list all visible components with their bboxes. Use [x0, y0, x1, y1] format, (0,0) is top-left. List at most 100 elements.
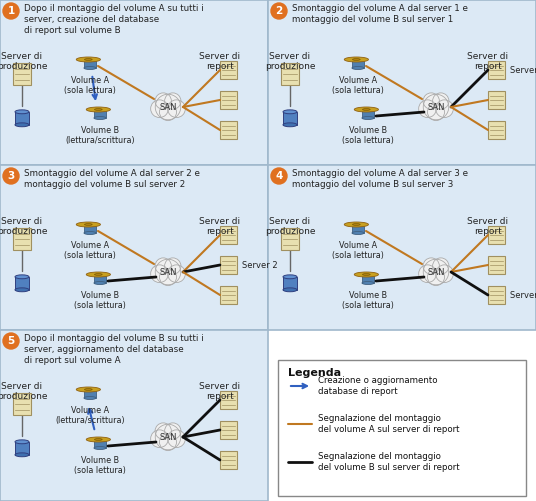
- Text: Server 1: Server 1: [510, 66, 536, 75]
- FancyBboxPatch shape: [94, 110, 106, 118]
- Ellipse shape: [94, 109, 102, 110]
- Text: Segnalazione del montaggio
del volume A sul server di report: Segnalazione del montaggio del volume A …: [318, 414, 459, 434]
- FancyBboxPatch shape: [220, 421, 236, 439]
- Circle shape: [165, 93, 181, 109]
- FancyBboxPatch shape: [488, 256, 504, 274]
- Text: Volume B
(sola lettura): Volume B (sola lettura): [342, 291, 394, 311]
- Ellipse shape: [352, 59, 364, 62]
- Ellipse shape: [362, 109, 374, 112]
- Circle shape: [436, 265, 453, 283]
- Ellipse shape: [86, 107, 110, 112]
- Ellipse shape: [352, 223, 364, 226]
- Ellipse shape: [85, 223, 92, 225]
- Text: Volume A
(sola lettura): Volume A (sola lettura): [64, 241, 116, 261]
- Ellipse shape: [15, 453, 29, 457]
- FancyBboxPatch shape: [352, 60, 364, 68]
- Ellipse shape: [362, 117, 374, 120]
- FancyBboxPatch shape: [220, 391, 236, 409]
- Ellipse shape: [283, 288, 297, 292]
- Circle shape: [160, 433, 176, 450]
- Text: Server di
produzione: Server di produzione: [0, 382, 47, 401]
- Circle shape: [271, 3, 287, 19]
- FancyBboxPatch shape: [13, 228, 31, 250]
- Circle shape: [433, 93, 449, 109]
- Ellipse shape: [76, 387, 100, 392]
- Circle shape: [165, 423, 181, 439]
- Ellipse shape: [76, 57, 100, 62]
- Circle shape: [423, 94, 449, 120]
- Text: Server di
report: Server di report: [467, 217, 509, 236]
- Circle shape: [155, 423, 172, 439]
- Text: SAN: SAN: [159, 433, 177, 442]
- Circle shape: [423, 259, 449, 285]
- Circle shape: [160, 269, 176, 286]
- FancyBboxPatch shape: [220, 286, 236, 304]
- Ellipse shape: [353, 223, 360, 225]
- FancyBboxPatch shape: [220, 91, 236, 109]
- Ellipse shape: [15, 123, 29, 127]
- FancyBboxPatch shape: [13, 393, 31, 415]
- Circle shape: [419, 265, 436, 283]
- FancyBboxPatch shape: [488, 91, 504, 109]
- FancyBboxPatch shape: [362, 110, 374, 118]
- Ellipse shape: [86, 272, 110, 277]
- FancyBboxPatch shape: [283, 112, 297, 125]
- Circle shape: [3, 168, 19, 184]
- FancyBboxPatch shape: [488, 121, 504, 139]
- Ellipse shape: [94, 438, 106, 441]
- Text: Volume A
(sola lettura): Volume A (sola lettura): [332, 76, 384, 95]
- Text: Server 2: Server 2: [242, 261, 278, 270]
- FancyBboxPatch shape: [220, 451, 236, 469]
- FancyBboxPatch shape: [488, 226, 504, 244]
- Ellipse shape: [84, 59, 96, 62]
- Text: Volume B
(lettura/scrittura): Volume B (lettura/scrittura): [65, 126, 135, 145]
- Text: Legenda: Legenda: [288, 368, 341, 378]
- Text: Segnalazione del montaggio
del volume B sul server di report: Segnalazione del montaggio del volume B …: [318, 452, 460, 472]
- Text: Server di
produzione: Server di produzione: [0, 217, 47, 236]
- FancyBboxPatch shape: [488, 286, 504, 304]
- Text: 3: 3: [8, 171, 14, 181]
- Ellipse shape: [344, 57, 368, 62]
- Text: Volume A
(lettura/scrittura): Volume A (lettura/scrittura): [55, 406, 125, 425]
- Circle shape: [155, 94, 181, 120]
- Text: Server di
produzione: Server di produzione: [265, 217, 315, 236]
- Text: Smontaggio del volume A dal server 3 e
montaggio del volume B sul server 3: Smontaggio del volume A dal server 3 e m…: [292, 169, 468, 189]
- Circle shape: [155, 258, 172, 274]
- Ellipse shape: [362, 274, 370, 276]
- Ellipse shape: [15, 288, 29, 292]
- Text: 4: 4: [276, 171, 282, 181]
- Ellipse shape: [94, 282, 106, 285]
- FancyBboxPatch shape: [362, 275, 374, 283]
- Ellipse shape: [352, 67, 364, 70]
- FancyBboxPatch shape: [0, 165, 268, 330]
- Circle shape: [3, 3, 19, 19]
- Text: Smontaggio del volume A dal server 1 e
montaggio del volume B sul server 1: Smontaggio del volume A dal server 1 e m…: [292, 4, 468, 24]
- FancyBboxPatch shape: [220, 256, 236, 274]
- Ellipse shape: [352, 231, 364, 234]
- FancyBboxPatch shape: [94, 440, 106, 448]
- Text: SAN: SAN: [159, 269, 177, 278]
- Circle shape: [423, 258, 440, 274]
- FancyBboxPatch shape: [352, 225, 364, 233]
- Ellipse shape: [15, 110, 29, 114]
- Ellipse shape: [15, 440, 29, 444]
- Text: Volume B
(sola lettura): Volume B (sola lettura): [74, 291, 126, 311]
- FancyBboxPatch shape: [281, 63, 299, 85]
- Text: Server di
report: Server di report: [467, 52, 509, 72]
- Circle shape: [419, 100, 436, 118]
- FancyBboxPatch shape: [94, 275, 106, 283]
- Circle shape: [3, 333, 19, 349]
- Ellipse shape: [353, 59, 360, 61]
- Ellipse shape: [94, 446, 106, 449]
- FancyBboxPatch shape: [220, 121, 236, 139]
- Circle shape: [155, 93, 172, 109]
- Circle shape: [151, 265, 168, 283]
- FancyBboxPatch shape: [268, 165, 536, 330]
- Ellipse shape: [76, 222, 100, 227]
- Ellipse shape: [94, 109, 106, 112]
- FancyBboxPatch shape: [278, 360, 526, 496]
- Ellipse shape: [84, 223, 96, 226]
- Text: Server di
produzione: Server di produzione: [265, 52, 315, 72]
- Text: Volume A
(sola lettura): Volume A (sola lettura): [64, 76, 116, 95]
- Text: Server di
report: Server di report: [199, 382, 241, 401]
